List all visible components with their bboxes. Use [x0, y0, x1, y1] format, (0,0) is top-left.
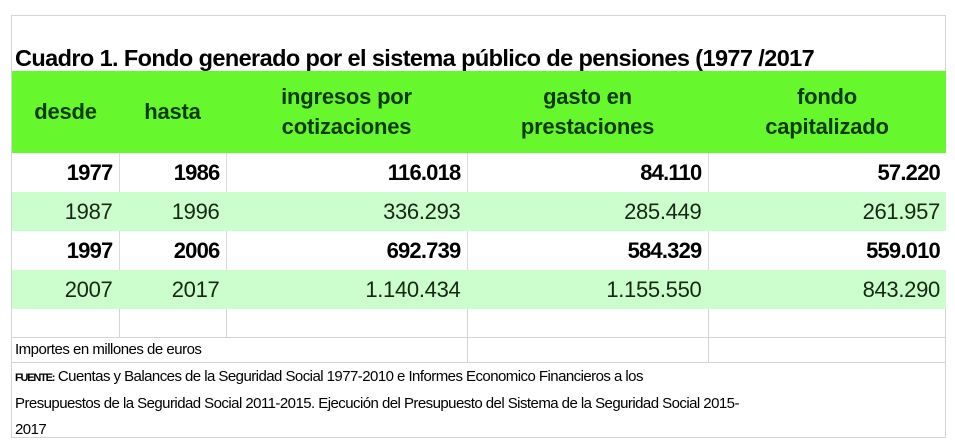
empty-cell — [708, 337, 946, 363]
cell-desde: 1997 — [12, 231, 120, 270]
cell-gasto: 285.449 — [467, 192, 709, 231]
empty-cell — [226, 309, 468, 338]
cell-hasta: 2017 — [119, 270, 227, 309]
cell-gasto: 584.329 — [467, 231, 709, 270]
cell-hasta: 1996 — [119, 192, 227, 231]
pension-fund-table: desde hasta ingresos por cotizaciones ga… — [12, 71, 946, 442]
source-line-2: Presupuestos de la Seguridad Social 2011… — [15, 395, 739, 412]
header-ingresos: ingresos por cotizaciones — [226, 71, 467, 153]
empty-cell — [708, 309, 946, 338]
table-row: 1997 2006 692.739 584.329 559.010 — [12, 231, 946, 270]
empty-cell — [467, 337, 709, 363]
table-row: 1987 1996 336.293 285.449 261.957 — [12, 192, 946, 231]
cell-hasta: 1986 — [119, 153, 227, 192]
header-hasta: hasta — [119, 71, 226, 153]
empty-cell — [12, 309, 120, 338]
cell-desde: 1977 — [12, 153, 120, 192]
empty-row — [12, 309, 946, 338]
source-note: FUENTE: Cuentas y Balances de la Segurid… — [12, 362, 946, 442]
cell-fondo: 261.957 — [708, 192, 946, 231]
header-gasto: gasto en prestaciones — [467, 71, 708, 153]
table-header-row: desde hasta ingresos por cotizaciones ga… — [12, 71, 946, 153]
table-document: Cuadro 1. Fondo generado por el sistema … — [11, 15, 946, 438]
source-line-1: FUENTE: Cuentas y Balances de la Segurid… — [15, 367, 643, 385]
header-desde: desde — [12, 71, 119, 153]
units-note: Importes en millones de euros — [12, 337, 468, 363]
cell-ingresos: 692.739 — [226, 231, 468, 270]
source-line-3: 2017 — [15, 420, 47, 438]
cell-ingresos: 116.018 — [226, 153, 468, 192]
table-row: 2007 2017 1.140.434 1.155.550 843.290 — [12, 270, 946, 309]
source-label: FUENTE: — [15, 371, 55, 384]
cell-ingresos: 1.140.434 — [226, 270, 468, 309]
cell-fondo: 559.010 — [708, 231, 946, 270]
table-row: 1977 1986 116.018 84.110 57.220 — [12, 153, 946, 192]
header-fondo: fondo capitalizado — [708, 71, 946, 153]
cell-fondo: 843.290 — [708, 270, 946, 309]
source-row: FUENTE: Cuentas y Balances de la Segurid… — [12, 362, 946, 442]
table-title: Cuadro 1. Fondo generado por el sistema … — [15, 45, 815, 71]
cell-ingresos: 336.293 — [226, 192, 468, 231]
cell-gasto: 1.155.550 — [467, 270, 709, 309]
cell-gasto: 84.110 — [467, 153, 709, 192]
units-note-row: Importes en millones de euros — [12, 337, 946, 363]
empty-cell — [119, 309, 227, 338]
cell-desde: 1987 — [12, 192, 120, 231]
cell-desde: 2007 — [12, 270, 120, 309]
cell-fondo: 57.220 — [708, 153, 946, 192]
empty-cell — [467, 309, 709, 338]
cell-hasta: 2006 — [119, 231, 227, 270]
